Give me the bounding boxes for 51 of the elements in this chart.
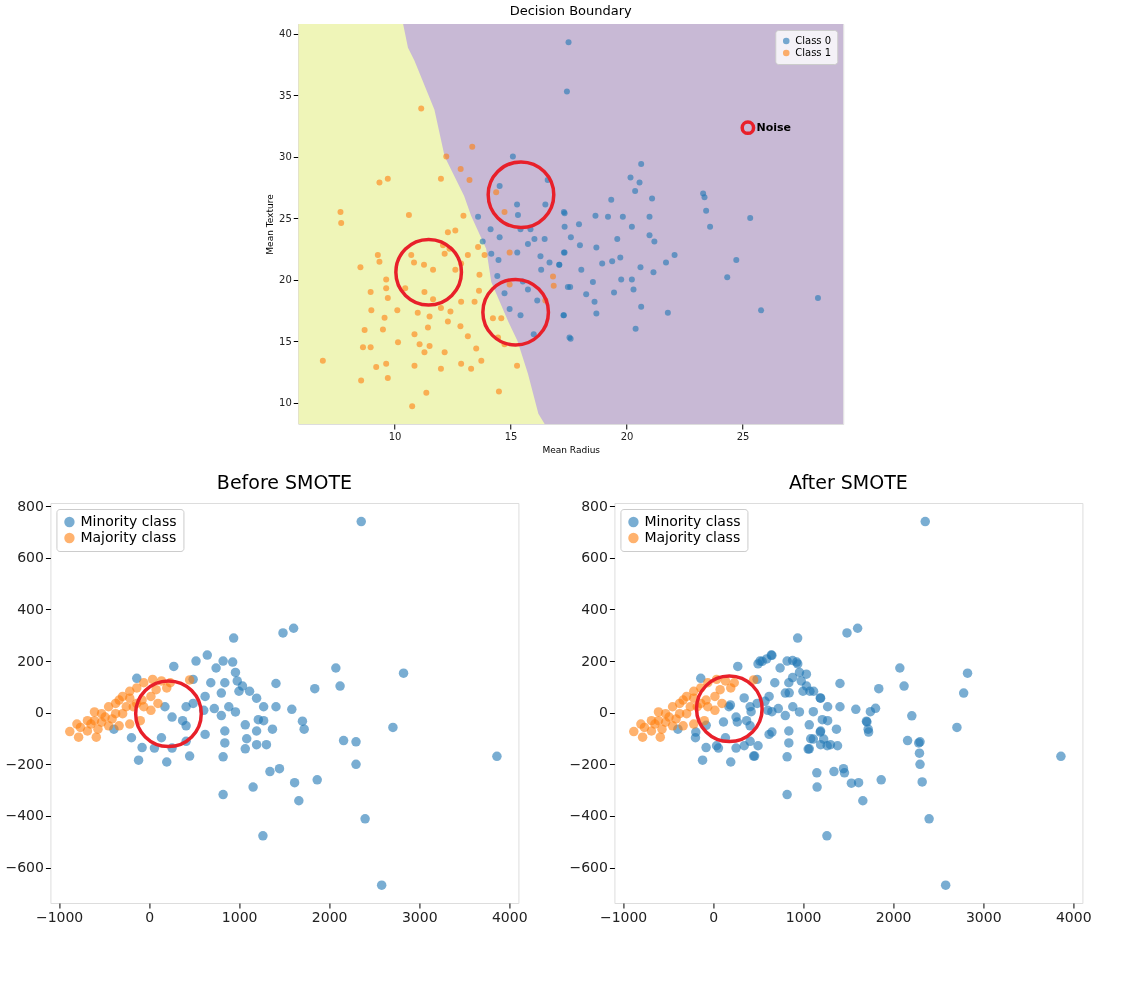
chart-title: Decision Boundary [509, 3, 633, 18]
x-tick-label: 0 [145, 908, 155, 925]
legend-label: Minority class [80, 513, 177, 529]
y-tick-label: 400 [581, 600, 608, 617]
x-axis-title: Mean Radius [542, 444, 601, 455]
y-tick-label: −600 [5, 859, 44, 876]
x-tick-label: −1000 [35, 908, 84, 925]
y-tick-label: 10 [279, 397, 292, 409]
y-tick-label: 20 [279, 274, 292, 286]
legend-label: Majority class [80, 529, 177, 545]
y-tick-label: −400 [569, 807, 608, 824]
legend-label: Class 0 [795, 35, 832, 46]
y-tick-label: 400 [17, 600, 44, 617]
y-tick-label: 200 [581, 652, 608, 669]
chart-title: Before SMOTE [216, 471, 353, 494]
x-tick-label: 15 [504, 430, 518, 442]
x-tick-label: −1000 [599, 908, 648, 925]
y-tick-label: 200 [17, 652, 44, 669]
y-tick-label: 35 [279, 89, 292, 101]
y-tick-label: −400 [5, 807, 44, 824]
y-tick-label: 600 [17, 549, 44, 566]
chart-title: After SMOTE [789, 471, 908, 494]
x-tick-label: 1000 [785, 908, 822, 925]
x-tick-label: 1000 [221, 908, 258, 925]
legend-label: Class 1 [795, 47, 832, 58]
x-tick-label: 10 [388, 430, 402, 442]
y-tick-label: 600 [581, 549, 608, 566]
y-tick-label: −200 [5, 755, 44, 772]
y-tick-label: 30 [279, 151, 292, 163]
x-tick-label: 4000 [1055, 908, 1092, 925]
y-tick-label: 800 [581, 497, 608, 514]
x-tick-label: 3000 [965, 908, 1002, 925]
x-tick-label: 2000 [311, 908, 348, 925]
x-tick-label: 25 [736, 430, 750, 442]
y-tick-label: 0 [599, 704, 608, 721]
y-tick-label: −200 [569, 755, 608, 772]
y-tick-label: −600 [569, 859, 608, 876]
legend-label: Majority class [644, 529, 741, 545]
y-tick-label: 800 [17, 497, 44, 514]
legend-label: Minority class [644, 513, 741, 529]
y-tick-label: 25 [279, 212, 292, 224]
y-tick-label: 40 [279, 28, 292, 40]
x-tick-label: 20 [620, 430, 634, 442]
x-tick-label: 0 [709, 908, 719, 925]
x-tick-label: 4000 [491, 908, 528, 925]
y-tick-label: 15 [279, 335, 292, 347]
x-tick-label: 2000 [875, 908, 912, 925]
x-tick-label: 3000 [401, 908, 438, 925]
y-axis-title: Mean Texture [265, 193, 276, 255]
annotation: Noise [756, 120, 792, 134]
y-tick-label: 0 [35, 704, 44, 721]
